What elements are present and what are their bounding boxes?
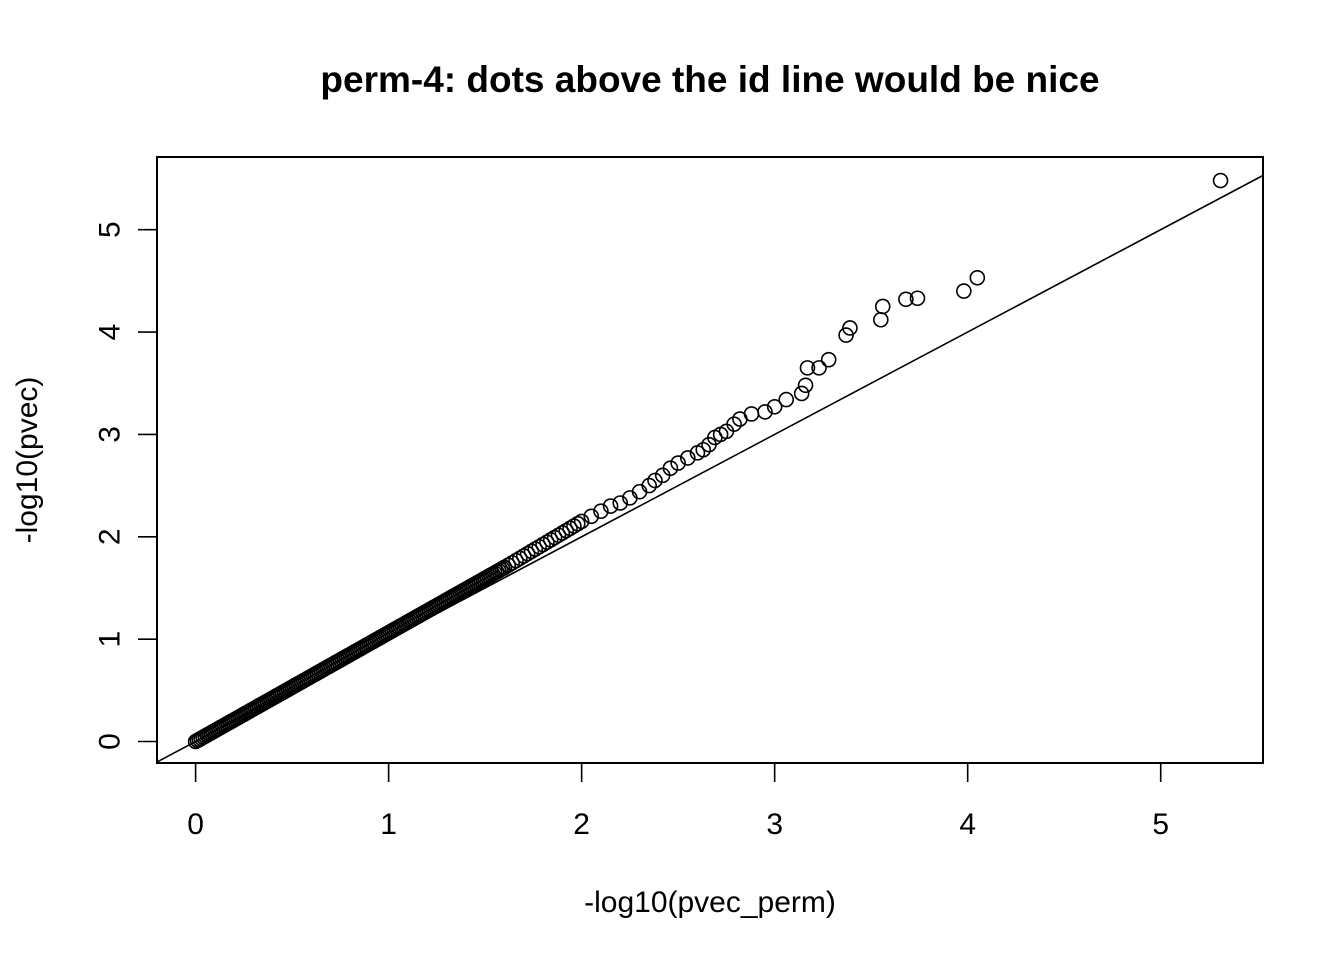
y-tick-label: 2 bbox=[94, 528, 127, 545]
data-point bbox=[766, 398, 783, 415]
data-point bbox=[874, 298, 891, 315]
data-point bbox=[757, 404, 773, 420]
y-axis: 0 1 2 3 4 5 bbox=[94, 221, 158, 750]
data-point bbox=[515, 548, 532, 564]
data-point bbox=[593, 503, 609, 519]
data-point bbox=[670, 455, 686, 471]
data-point bbox=[583, 508, 600, 525]
data-point bbox=[527, 541, 544, 557]
x-tick-label: 1 bbox=[380, 808, 397, 841]
data-point bbox=[799, 360, 816, 376]
data-point bbox=[512, 550, 528, 567]
data-point bbox=[695, 441, 712, 458]
data-point bbox=[531, 538, 547, 555]
data-point bbox=[535, 536, 551, 553]
data-point bbox=[554, 525, 571, 541]
x-tick-label: 0 bbox=[187, 808, 204, 841]
data-point bbox=[898, 291, 914, 308]
plot-frame bbox=[156, 156, 1264, 764]
data-point bbox=[539, 534, 555, 550]
data-point bbox=[504, 555, 520, 571]
x-tick-label: 2 bbox=[573, 808, 590, 841]
data-point bbox=[641, 477, 658, 494]
y-tick-label: 5 bbox=[94, 221, 127, 238]
y-tick-label: 3 bbox=[94, 426, 127, 443]
data-point bbox=[679, 450, 696, 466]
data-point bbox=[873, 311, 889, 328]
data-point bbox=[956, 283, 972, 299]
data-point bbox=[546, 529, 563, 546]
x-axis: 0 1 2 3 4 5 bbox=[187, 762, 1169, 841]
data-point bbox=[519, 545, 536, 562]
data-point bbox=[492, 561, 509, 578]
data-point bbox=[743, 406, 760, 422]
chart-title: perm-4: dots above the id line would be … bbox=[320, 59, 1099, 100]
data-point bbox=[647, 472, 663, 489]
data-point bbox=[726, 416, 742, 432]
data-point bbox=[558, 522, 575, 539]
y-tick-label: 1 bbox=[94, 631, 127, 648]
data-point bbox=[793, 385, 810, 402]
data-point bbox=[811, 360, 827, 376]
y-tick-label: 0 bbox=[94, 733, 127, 750]
data-point bbox=[562, 520, 578, 537]
data-point bbox=[909, 290, 926, 307]
data-point bbox=[542, 532, 559, 548]
data-point bbox=[612, 495, 629, 511]
data-point bbox=[500, 557, 517, 573]
data-point bbox=[550, 527, 567, 544]
plot-marks bbox=[157, 172, 1263, 763]
data-point bbox=[842, 320, 858, 336]
data-point bbox=[969, 269, 986, 286]
data-point bbox=[838, 327, 854, 343]
data-point bbox=[797, 377, 814, 394]
x-axis-label: -log10(pvec_perm) bbox=[584, 886, 836, 919]
x-tick-label: 5 bbox=[1152, 808, 1169, 841]
data-point bbox=[1212, 172, 1229, 189]
data-point bbox=[566, 518, 582, 534]
x-tick-label: 4 bbox=[959, 808, 976, 841]
data-point bbox=[662, 460, 679, 476]
data-point bbox=[820, 351, 837, 368]
data-point bbox=[496, 559, 513, 576]
data-point bbox=[569, 515, 586, 532]
data-point bbox=[573, 513, 590, 530]
x-tick-label: 3 bbox=[766, 808, 783, 841]
data-point bbox=[778, 391, 795, 408]
data-point bbox=[508, 552, 524, 569]
y-tick-label: 4 bbox=[94, 324, 127, 341]
y-axis-label: -log10(pvec) bbox=[11, 377, 44, 544]
data-point bbox=[602, 498, 619, 514]
data-point bbox=[523, 543, 540, 560]
